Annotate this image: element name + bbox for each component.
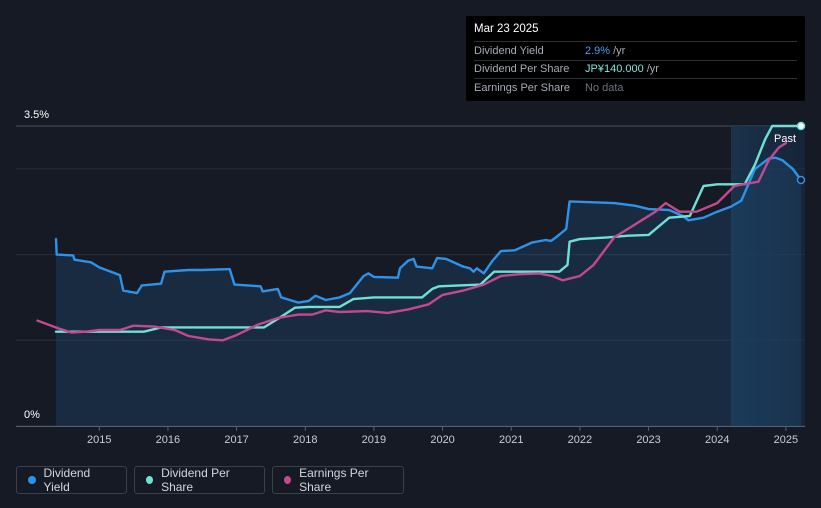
tooltip-value: 2.9% bbox=[585, 44, 611, 57]
tooltip-date: Mar 23 2025 bbox=[474, 23, 539, 35]
x-tick-label: 2016 bbox=[156, 434, 180, 446]
tooltip-row-dividend-yield: Dividend Yield 2.9% /yr bbox=[474, 41, 797, 60]
legend-label: Dividend Per Share bbox=[161, 466, 230, 494]
y-axis-labels: 3.5% 0% bbox=[24, 109, 49, 421]
x-tick-label: 2023 bbox=[636, 434, 660, 446]
legend-label: Dividend Yield bbox=[43, 466, 91, 494]
tooltip: Mar 23 2025 Dividend Yield 2.9% /yr Divi… bbox=[466, 16, 805, 101]
legend-dot-icon bbox=[146, 476, 154, 484]
x-tick-label: 2021 bbox=[499, 434, 523, 446]
tooltip-row-dividend-per-share: Dividend Per Share JP¥140.000 /yr bbox=[474, 59, 797, 79]
legend-dividend-yield[interactable]: Dividend Yield bbox=[16, 466, 127, 494]
legend-earnings-per-share[interactable]: Earnings Per Share bbox=[272, 466, 404, 494]
dividend-yield-end-marker bbox=[796, 175, 806, 185]
y-tick-label: 3.5% bbox=[24, 109, 49, 121]
tooltip-row-earnings-per-share: Earnings Per Share No data bbox=[474, 78, 797, 97]
earnings-per-share-line bbox=[36, 141, 788, 342]
dividend-yield-line bbox=[54, 156, 803, 304]
x-tick-label: 2020 bbox=[430, 434, 454, 446]
x-tick-label: 2024 bbox=[705, 434, 729, 446]
past-region-band bbox=[731, 126, 805, 426]
tooltip-value: No data bbox=[585, 81, 624, 94]
legend-dividend-per-share[interactable]: Dividend Per Share bbox=[134, 466, 265, 494]
tooltip-unit: /yr bbox=[646, 63, 659, 76]
x-tick-label: 2019 bbox=[362, 434, 386, 446]
tooltip-label: Earnings Per Share bbox=[474, 81, 570, 94]
x-axis: 2015 2016 2017 2018 2019 2020 2021 2022 2023 2024… bbox=[16, 426, 805, 446]
x-tick-label: 2018 bbox=[293, 434, 317, 446]
x-tick-label: 2017 bbox=[224, 434, 248, 446]
x-tick-label: 2025 bbox=[774, 434, 798, 446]
dividend-per-share-end-marker bbox=[796, 121, 806, 131]
series-lines bbox=[36, 124, 803, 342]
tooltip-label: Dividend Yield bbox=[474, 44, 544, 57]
x-tick-label: 2022 bbox=[568, 434, 592, 446]
tooltip-unit: /yr bbox=[613, 44, 626, 57]
legend-dot-icon bbox=[28, 476, 36, 484]
series-areas bbox=[56, 126, 801, 426]
past-label: Past bbox=[774, 133, 796, 145]
legend-dot-icon bbox=[284, 476, 292, 484]
y-tick-label: 0% bbox=[24, 409, 40, 421]
legend-label: Earnings Per Share bbox=[299, 466, 369, 494]
tooltip-value: JP¥140.000 bbox=[585, 63, 644, 76]
end-markers bbox=[796, 121, 806, 185]
dividend-per-share-line bbox=[54, 124, 803, 333]
x-tick-label: 2015 bbox=[87, 434, 111, 446]
tooltip-label: Dividend Per Share bbox=[474, 63, 570, 76]
